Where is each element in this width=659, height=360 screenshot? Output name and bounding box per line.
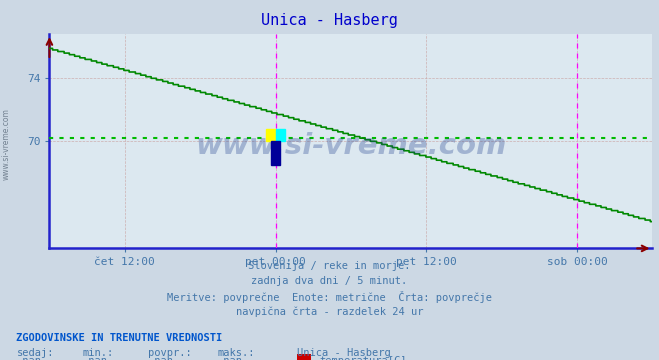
Text: Unica - Hasberg: Unica - Hasberg <box>297 348 390 358</box>
Text: min.:: min.: <box>82 348 113 358</box>
Text: Slovenija / reke in morje.: Slovenija / reke in morje. <box>248 261 411 271</box>
Text: maks.:: maks.: <box>217 348 255 358</box>
Text: Meritve: povprečne  Enote: metrične  Črta: povprečje: Meritve: povprečne Enote: metrične Črta:… <box>167 291 492 303</box>
Bar <box>275 129 285 141</box>
Text: -nan: -nan <box>148 356 173 360</box>
Text: sedaj:: sedaj: <box>16 348 54 358</box>
Text: ZGODOVINSKE IN TRENUTNE VREDNOSTI: ZGODOVINSKE IN TRENUTNE VREDNOSTI <box>16 333 223 343</box>
Text: povpr.:: povpr.: <box>148 348 192 358</box>
Text: temperatura[C]: temperatura[C] <box>319 356 407 360</box>
Text: navpična črta - razdelek 24 ur: navpična črta - razdelek 24 ur <box>236 306 423 317</box>
Text: -nan: -nan <box>217 356 243 360</box>
Text: www.si-vreme.com: www.si-vreme.com <box>2 108 11 180</box>
Text: zadnja dva dni / 5 minut.: zadnja dva dni / 5 minut. <box>251 276 408 286</box>
Text: -nan: -nan <box>82 356 107 360</box>
Bar <box>271 141 280 165</box>
Text: www.si-vreme.com: www.si-vreme.com <box>195 132 507 159</box>
Text: Unica - Hasberg: Unica - Hasberg <box>261 13 398 28</box>
Bar <box>266 129 275 141</box>
Text: -nan: -nan <box>16 356 42 360</box>
